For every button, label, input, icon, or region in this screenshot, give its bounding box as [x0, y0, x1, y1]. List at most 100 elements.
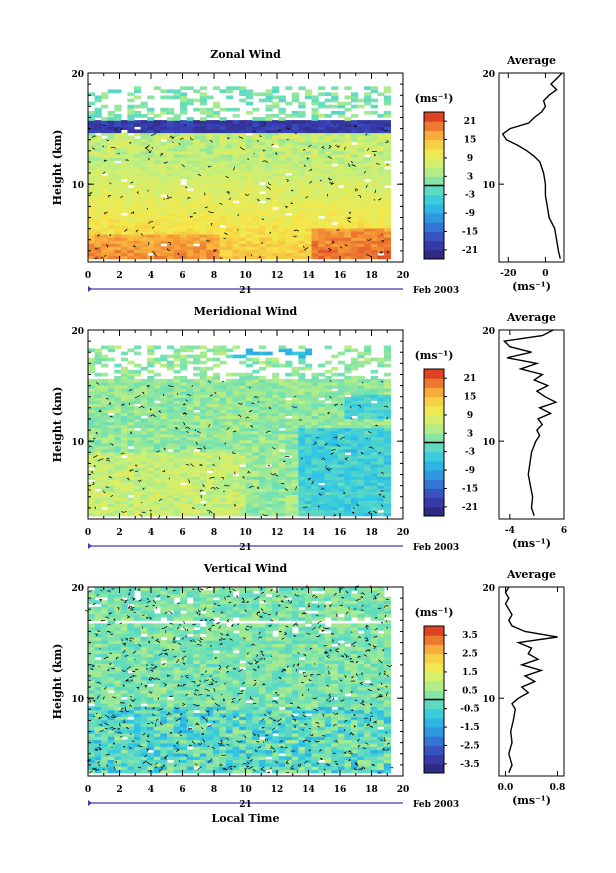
heatmap-cell — [147, 503, 155, 508]
heatmap-cell — [120, 190, 129, 195]
heatmap-cell — [291, 460, 299, 465]
heatmap-cell — [140, 497, 148, 502]
heatmap-cell — [120, 409, 129, 413]
heatmap-cell — [101, 234, 109, 238]
heatmap-cell — [245, 372, 253, 377]
heatmap-cell — [324, 451, 332, 456]
heatmap-cell — [331, 473, 339, 477]
heatmap-cell — [147, 421, 155, 426]
heatmap-cell — [344, 117, 352, 121]
heatmap-cell — [186, 215, 194, 220]
heatmap-cell — [357, 415, 365, 420]
heatmap-cell — [351, 476, 359, 480]
heatmap-cell — [127, 120, 135, 124]
contour-segment — [167, 241, 172, 246]
heatmap-cell — [107, 348, 115, 353]
heatmap-cell — [245, 512, 253, 517]
heatmap-cell — [285, 138, 293, 143]
contour-segment — [95, 382, 100, 385]
heatmap-cell — [88, 412, 96, 416]
heatmap-cell — [180, 497, 188, 502]
heatmap-cell — [278, 249, 286, 254]
heatmap-cell — [120, 412, 129, 416]
heatmap-cell — [258, 494, 267, 498]
heatmap-cell — [186, 255, 194, 260]
heatmap-cell — [265, 154, 273, 158]
heatmap-cell — [324, 418, 332, 423]
heatmap-cell — [265, 476, 273, 480]
heatmap-cell — [377, 187, 385, 192]
heatmap-cell — [153, 138, 161, 143]
heatmap-cell — [94, 190, 102, 195]
heatmap-cell — [291, 391, 299, 395]
heatmap-cell — [272, 132, 280, 137]
heatmap-cell — [212, 439, 221, 444]
heatmap-cell — [134, 200, 142, 204]
heatmap-cell — [147, 203, 155, 207]
heatmap-cell — [212, 418, 221, 423]
heatmap-cell — [258, 246, 267, 250]
heatmap-cell — [88, 506, 96, 511]
heatmap-cell — [166, 418, 175, 423]
contour-segment — [378, 452, 382, 454]
heatmap-cell — [160, 421, 168, 426]
heatmap-cell — [160, 363, 168, 368]
heatmap-cell — [140, 224, 148, 229]
contour-segment — [142, 511, 146, 513]
heatmap-cell — [304, 181, 313, 186]
heatmap-cell — [357, 209, 365, 214]
heatmap-cell — [304, 470, 313, 474]
heatmap-cell — [101, 418, 109, 423]
contour-segment — [327, 411, 331, 415]
heatmap-cell — [383, 351, 391, 356]
heatmap-cell — [278, 166, 286, 170]
colorbar-segment — [424, 249, 444, 260]
heatmap-cell — [357, 98, 365, 103]
heatmap-cell — [324, 154, 332, 158]
heatmap-cell — [101, 491, 109, 495]
heatmap-cell — [127, 491, 135, 495]
heatmap-cell — [186, 240, 194, 244]
contour-segment — [327, 248, 332, 252]
heatmap-cell — [252, 424, 260, 429]
heatmap-cell — [127, 424, 135, 429]
heatmap-cell — [193, 123, 201, 127]
heatmap-cell — [258, 439, 267, 444]
heatmap-cell — [199, 454, 207, 459]
heatmap-cell — [114, 409, 122, 413]
heatmap-cell — [226, 157, 234, 161]
heatmap-cell — [160, 409, 168, 413]
heatmap-cell — [107, 382, 115, 386]
heatmap-cell — [291, 197, 299, 201]
heatmap-cell — [318, 163, 326, 167]
heatmap-cell — [370, 378, 378, 383]
heatmap-cell — [298, 345, 306, 350]
heatmap-cell — [127, 464, 135, 468]
heatmap-cell — [193, 184, 201, 189]
heatmap-cell — [370, 442, 378, 447]
heatmap-cell — [140, 494, 148, 498]
heatmap-cell — [331, 234, 339, 238]
heatmap-cell — [173, 126, 181, 130]
heatmap-cell — [344, 436, 352, 441]
heatmap-cell — [272, 218, 280, 223]
heatmap-cell — [140, 243, 148, 247]
heatmap-cell — [344, 86, 352, 90]
heatmap-cell — [272, 427, 280, 432]
heatmap-cell — [101, 500, 109, 505]
contour-segment — [248, 485, 254, 489]
heatmap-cell — [265, 138, 273, 143]
heatmap-cell — [298, 391, 306, 395]
heatmap-cell — [166, 206, 175, 210]
heatmap-cell — [278, 215, 286, 220]
heatmap-cell — [337, 506, 345, 511]
heatmap-cell — [186, 454, 194, 459]
heatmap-cell — [337, 415, 345, 420]
contour-segment — [120, 452, 125, 455]
heatmap-cell — [232, 427, 240, 432]
heatmap-cell — [258, 394, 267, 398]
heatmap-cell — [357, 470, 365, 474]
heatmap-cell — [245, 243, 253, 247]
heatmap-cell — [265, 135, 273, 140]
heatmap-cell — [318, 394, 326, 398]
